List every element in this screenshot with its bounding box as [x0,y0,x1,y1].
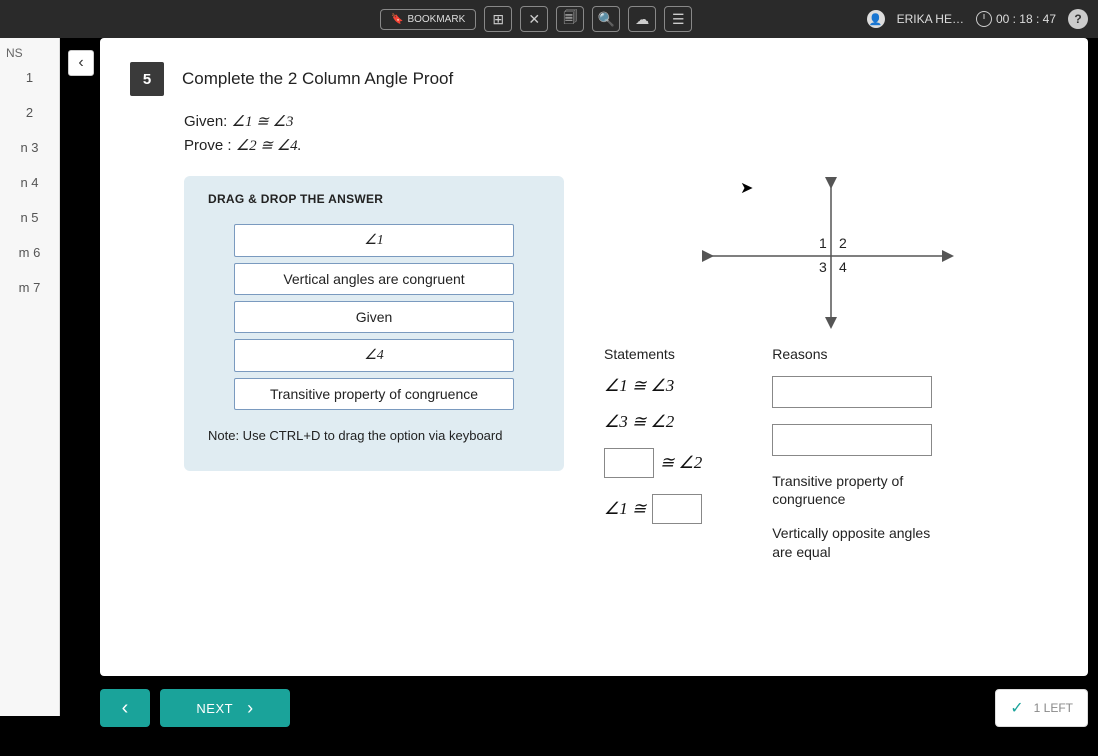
clock-icon [976,11,992,27]
timer-value: 00 : 18 : 47 [996,12,1056,26]
given-line: Given: ∠1 ≅ ∠3 [184,110,1058,134]
question-header: 5 Complete the 2 Column Angle Proof [130,62,1058,96]
bookmark-button[interactable]: 🔖 BOOKMARK [380,9,476,30]
reason-text: Transitive property of congruence [772,472,942,508]
nav-item-6[interactable]: m 6 [0,235,59,270]
bookmark-label: BOOKMARK [407,14,465,25]
question-nav-rail: NS 1 2 n 3 n 4 n 5 m 6 m 7 [0,38,60,716]
proof-area: 1 2 3 4 Statements ∠1 ≅ ∠3 ∠3 ≅ ∠2 ≅ ∠2 [604,176,1058,577]
nav-item-4[interactable]: n 4 [0,165,59,200]
tool-grid-icon[interactable]: ⊞ [484,6,512,32]
angle-diagram: 1 2 3 4 [681,176,981,336]
back-button[interactable]: ‹ [68,50,94,76]
drop-target[interactable] [652,494,702,524]
left-count-label: 1 LEFT [1034,701,1073,715]
tool-search-icon[interactable]: 🔍 [592,6,620,32]
nav-item-2[interactable]: 2 [0,95,59,130]
check-icon: ✓ [1010,698,1023,718]
next-button[interactable]: NEXT › [160,689,290,727]
given-prove-block: Given: ∠1 ≅ ∠3 Prove : ∠2 ≅ ∠4. [184,110,1058,158]
statements-column: Statements ∠1 ≅ ∠3 ∠3 ≅ ∠2 ≅ ∠2 ∠1 ≅ [604,346,702,577]
workspace: 5 Complete the 2 Column Angle Proof Give… [100,38,1088,676]
nav-item-1[interactable]: 1 [0,60,59,95]
timer: 00 : 18 : 47 [976,11,1056,27]
chevron-right-icon: › [247,698,254,719]
user-name[interactable]: ERIKA HE… [897,12,964,26]
question-number: 5 [130,62,164,96]
drag-heading: DRAG & DROP THE ANSWER [208,192,540,206]
tool-close-icon[interactable]: ✕ [520,6,548,32]
topbar-right: 👤 ERIKA HE… 00 : 18 : 47 ? [867,9,1088,29]
diagram-label-4: 4 [839,259,847,275]
diagram-svg: 1 2 3 4 [681,176,981,336]
drag-drop-panel: DRAG & DROP THE ANSWER ∠1 Vertical angle… [184,176,564,471]
question-title: Complete the 2 Column Angle Proof [182,69,453,89]
next-label: NEXT [196,701,233,716]
given-expression: ∠1 ≅ ∠3 [232,114,294,130]
help-icon[interactable]: ? [1068,9,1088,29]
diagram-label-2: 2 [839,235,847,251]
tool-page-icon[interactable]: 🗐 [556,6,584,32]
reasons-header: Reasons [772,346,942,362]
drag-option[interactable]: Vertical angles are congruent [234,263,514,295]
drop-target[interactable] [772,376,932,408]
statements-header: Statements [604,346,702,362]
bottom-nav: ‹ NEXT › ✓ 1 LEFT [100,686,1088,730]
statement-row: ∠1 ≅ ∠3 [604,376,702,396]
diagram-label-1: 1 [819,235,827,251]
drag-option[interactable]: Given [234,301,514,333]
drag-note: Note: Use CTRL+D to drag the option via … [208,428,540,443]
drop-target[interactable] [772,424,932,456]
diagram-label-3: 3 [819,259,827,275]
reasons-column: Reasons Transitive property of congruenc… [772,346,942,577]
user-avatar-icon[interactable]: 👤 [867,10,885,28]
prev-button[interactable]: ‹ [100,689,150,727]
prove-line: Prove : ∠2 ≅ ∠4. [184,134,1058,158]
nav-item-7[interactable]: m 7 [0,270,59,305]
prove-expression: ∠2 ≅ ∠4. [236,138,302,154]
nav-item-3[interactable]: n 3 [0,130,59,165]
nav-item-5[interactable]: n 5 [0,200,59,235]
questions-left-badge[interactable]: ✓ 1 LEFT [995,689,1088,727]
tool-cloud-icon[interactable]: ☁ [628,6,656,32]
prove-label: Prove : [184,137,232,154]
toolbar-center: 🔖 BOOKMARK ⊞ ✕ 🗐 🔍 ☁ ☰ [380,6,692,32]
proof-columns: Statements ∠1 ≅ ∠3 ∠3 ≅ ∠2 ≅ ∠2 ∠1 ≅ [604,346,1058,577]
drag-options-list: ∠1 Vertical angles are congruent Given ∠… [208,224,540,410]
drag-option[interactable]: ∠1 [234,224,514,257]
bookmark-icon: 🔖 [391,14,403,25]
top-toolbar: 🔖 BOOKMARK ⊞ ✕ 🗐 🔍 ☁ ☰ 👤 ERIKA HE… 00 : … [0,0,1098,38]
drag-option[interactable]: ∠4 [234,339,514,372]
drop-target[interactable] [604,448,654,478]
statement-row: ≅ ∠2 [604,448,702,478]
statement-row: ∠1 ≅ [604,494,702,524]
reason-text: Vertically opposite angles are equal [772,524,942,560]
tool-menu-icon[interactable]: ☰ [664,6,692,32]
given-label: Given: [184,113,227,130]
drag-option[interactable]: Transitive property of congruence [234,378,514,410]
statement-row: ∠3 ≅ ∠2 [604,412,702,432]
rail-section-label: NS [0,46,23,60]
